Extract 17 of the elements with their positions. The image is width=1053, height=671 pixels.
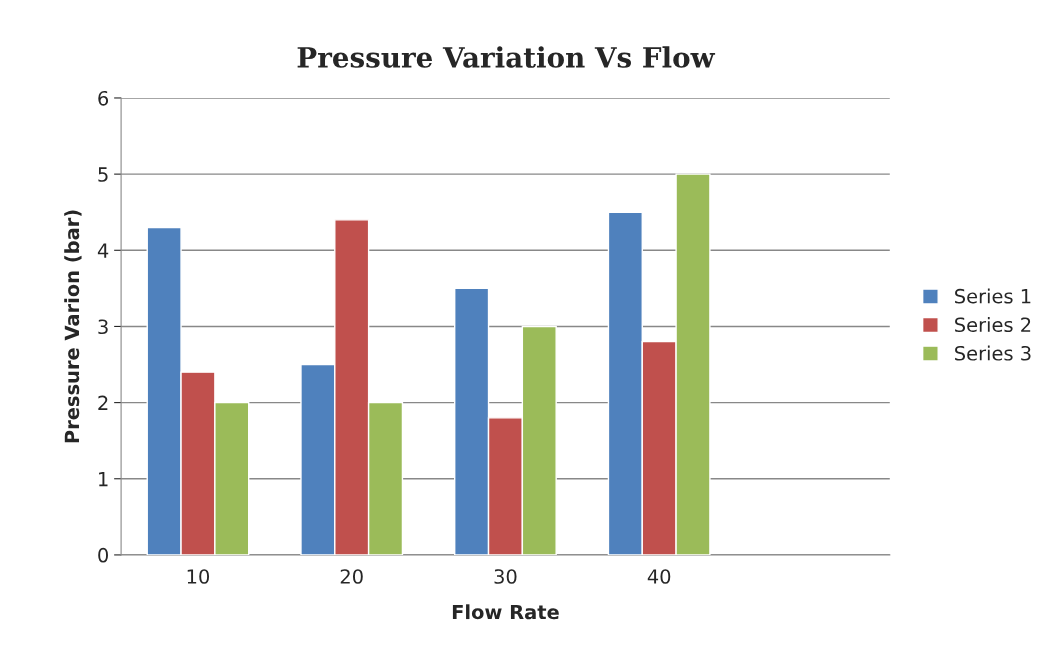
x-tick-label: 30	[494, 569, 517, 584]
legend-label: Series 3	[955, 345, 1031, 361]
x-axis-title: Flow Rate	[452, 604, 559, 620]
y-tick-label: 4	[97, 243, 109, 258]
x-tick-label: 40	[647, 569, 671, 584]
y-tick-label: 3	[98, 319, 108, 335]
y-tick-label: 1	[99, 471, 108, 487]
x-tick-label: 20	[340, 569, 363, 584]
y-tick-label: 6	[98, 90, 109, 106]
chart-title: Pressure Variation Vs Flow	[297, 46, 716, 68]
legend-label: Series 2	[955, 317, 1031, 333]
y-tick-label: 5	[98, 167, 108, 182]
y-tick-label: 2	[98, 395, 108, 410]
y-axis-title: Pressure Varion (bar)	[64, 210, 82, 443]
legend-label: Series 1	[955, 288, 1031, 304]
x-tick-label: 10	[187, 569, 210, 584]
y-tick-label: 0	[98, 547, 108, 563]
